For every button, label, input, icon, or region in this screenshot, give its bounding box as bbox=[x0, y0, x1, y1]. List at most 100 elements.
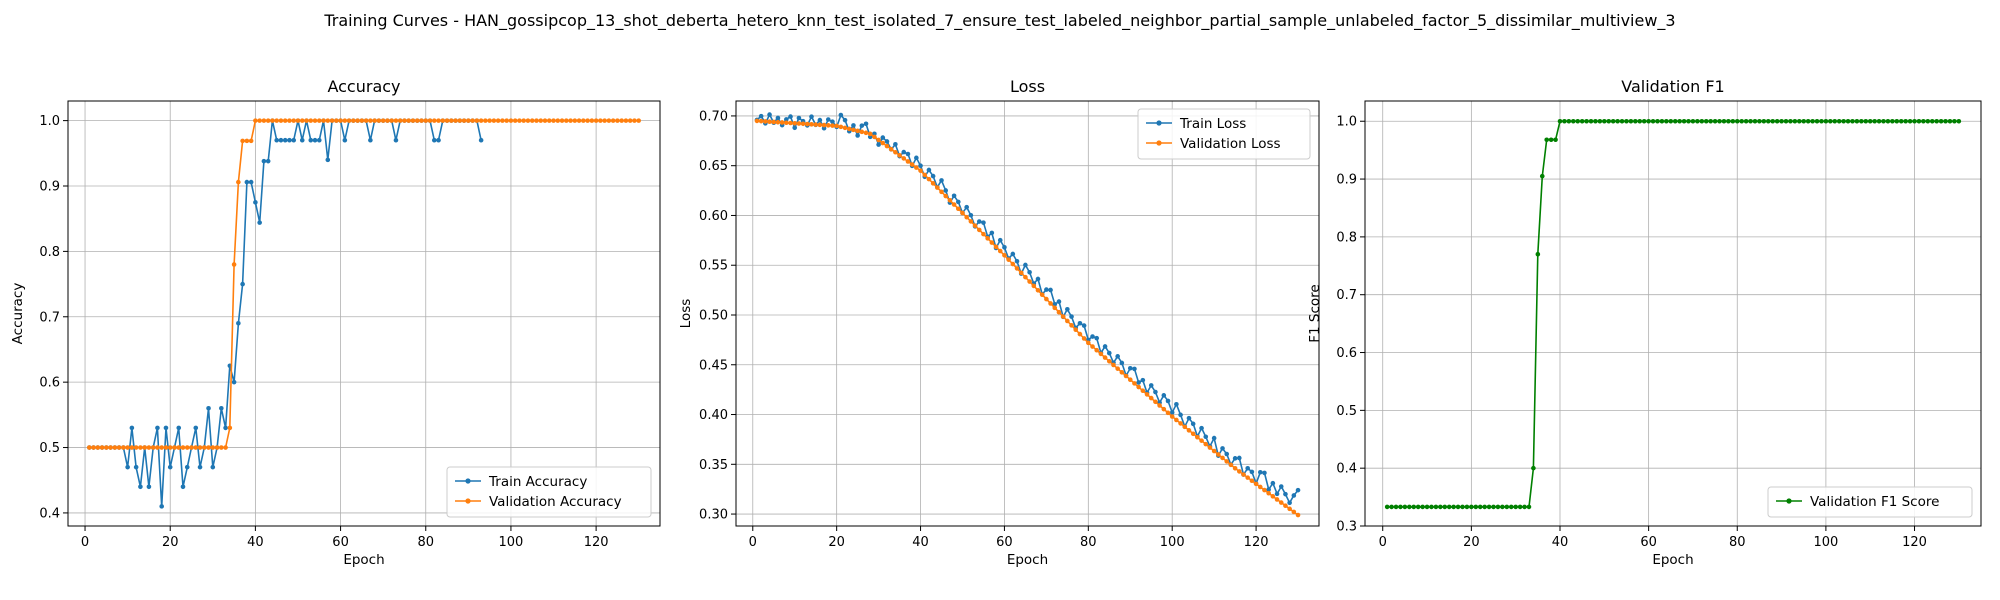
data-point bbox=[1894, 118, 1900, 124]
data-point bbox=[1031, 283, 1037, 289]
data-point bbox=[129, 425, 135, 431]
data-point bbox=[457, 118, 463, 123]
data-point bbox=[1127, 365, 1133, 371]
data-point bbox=[299, 118, 305, 123]
data-point bbox=[223, 445, 228, 450]
data-point bbox=[598, 118, 603, 123]
data-point bbox=[1903, 118, 1908, 124]
data-point bbox=[914, 165, 919, 170]
data-point bbox=[1161, 393, 1167, 398]
data-point bbox=[538, 118, 544, 123]
data-point bbox=[947, 197, 953, 203]
data-point bbox=[125, 445, 130, 450]
data-point bbox=[1262, 470, 1267, 476]
data-point bbox=[236, 179, 241, 185]
data-point bbox=[436, 137, 441, 143]
data-point bbox=[1161, 406, 1167, 412]
data-point bbox=[834, 123, 839, 129]
x-tick-label: 80 bbox=[417, 535, 434, 550]
data-point bbox=[1469, 504, 1474, 510]
data-point bbox=[555, 118, 561, 123]
data-point bbox=[1562, 118, 1567, 124]
data-point bbox=[244, 179, 250, 185]
data-point bbox=[842, 117, 848, 123]
data-point bbox=[1402, 504, 1408, 510]
data-point bbox=[1052, 301, 1058, 307]
data-point bbox=[466, 118, 471, 123]
data-point bbox=[500, 118, 505, 123]
data-point bbox=[129, 445, 135, 450]
data-point bbox=[265, 158, 271, 164]
data-point bbox=[1132, 381, 1137, 386]
data-point bbox=[308, 137, 314, 143]
data-point bbox=[1522, 504, 1527, 510]
data-point bbox=[1203, 434, 1209, 440]
data-point bbox=[1606, 118, 1612, 124]
data-point bbox=[1650, 118, 1656, 124]
data-point bbox=[1575, 118, 1581, 124]
data-point bbox=[1504, 504, 1510, 510]
data-point bbox=[172, 445, 177, 450]
y-tick-label: 0.50 bbox=[699, 308, 728, 323]
legend-label: Validation Accuracy bbox=[489, 494, 622, 510]
data-point bbox=[1287, 506, 1292, 512]
data-point bbox=[270, 118, 275, 123]
data-point bbox=[1023, 274, 1028, 280]
data-point bbox=[872, 131, 877, 137]
x-tick-label: 100 bbox=[1160, 535, 1185, 550]
data-point bbox=[763, 119, 768, 124]
data-point bbox=[1792, 118, 1798, 124]
data-point bbox=[95, 445, 101, 450]
data-point bbox=[1845, 118, 1851, 124]
data-point bbox=[1035, 276, 1041, 282]
series-line bbox=[89, 119, 639, 449]
data-point bbox=[943, 193, 949, 199]
data-point bbox=[623, 118, 629, 123]
x-tick-label: 20 bbox=[828, 535, 845, 550]
data-point bbox=[930, 173, 936, 179]
data-point bbox=[1641, 118, 1647, 124]
data-point bbox=[1027, 269, 1032, 275]
chart-title: Loss bbox=[1010, 77, 1045, 96]
data-point bbox=[1929, 118, 1935, 124]
legend-swatch-marker bbox=[1156, 120, 1162, 126]
data-point bbox=[189, 445, 194, 450]
data-point bbox=[1115, 366, 1120, 371]
data-point bbox=[1186, 415, 1192, 421]
data-point bbox=[338, 118, 343, 123]
data-point bbox=[893, 149, 898, 155]
data-point bbox=[1090, 344, 1095, 349]
data-point bbox=[1237, 455, 1242, 461]
data-point bbox=[483, 118, 488, 123]
data-point bbox=[163, 425, 169, 431]
data-point bbox=[817, 117, 823, 123]
data-point bbox=[1495, 504, 1501, 510]
y-tick-label: 0.5 bbox=[39, 441, 60, 456]
data-point bbox=[1664, 118, 1669, 124]
data-point bbox=[1102, 344, 1108, 349]
data-point bbox=[1278, 500, 1284, 505]
data-point bbox=[1048, 287, 1053, 293]
data-point bbox=[359, 118, 365, 123]
y-tick-label: 0.7 bbox=[39, 310, 60, 325]
data-point bbox=[905, 151, 911, 157]
data-point bbox=[291, 137, 297, 143]
data-point bbox=[1249, 469, 1255, 475]
data-point bbox=[981, 231, 986, 237]
data-point bbox=[1389, 504, 1394, 510]
data-point bbox=[210, 464, 216, 470]
data-point bbox=[529, 118, 535, 123]
data-point bbox=[1190, 431, 1196, 437]
data-point bbox=[346, 118, 352, 123]
data-point bbox=[951, 202, 957, 207]
data-point bbox=[1947, 118, 1953, 124]
data-point bbox=[922, 172, 928, 178]
data-point bbox=[880, 140, 886, 146]
data-point bbox=[1270, 480, 1276, 486]
data-point bbox=[1044, 296, 1049, 302]
y-tick-label: 0.70 bbox=[699, 109, 728, 124]
series-line bbox=[756, 112, 1299, 505]
data-point bbox=[935, 185, 940, 190]
data-point bbox=[1424, 504, 1430, 510]
data-point bbox=[1832, 118, 1838, 124]
